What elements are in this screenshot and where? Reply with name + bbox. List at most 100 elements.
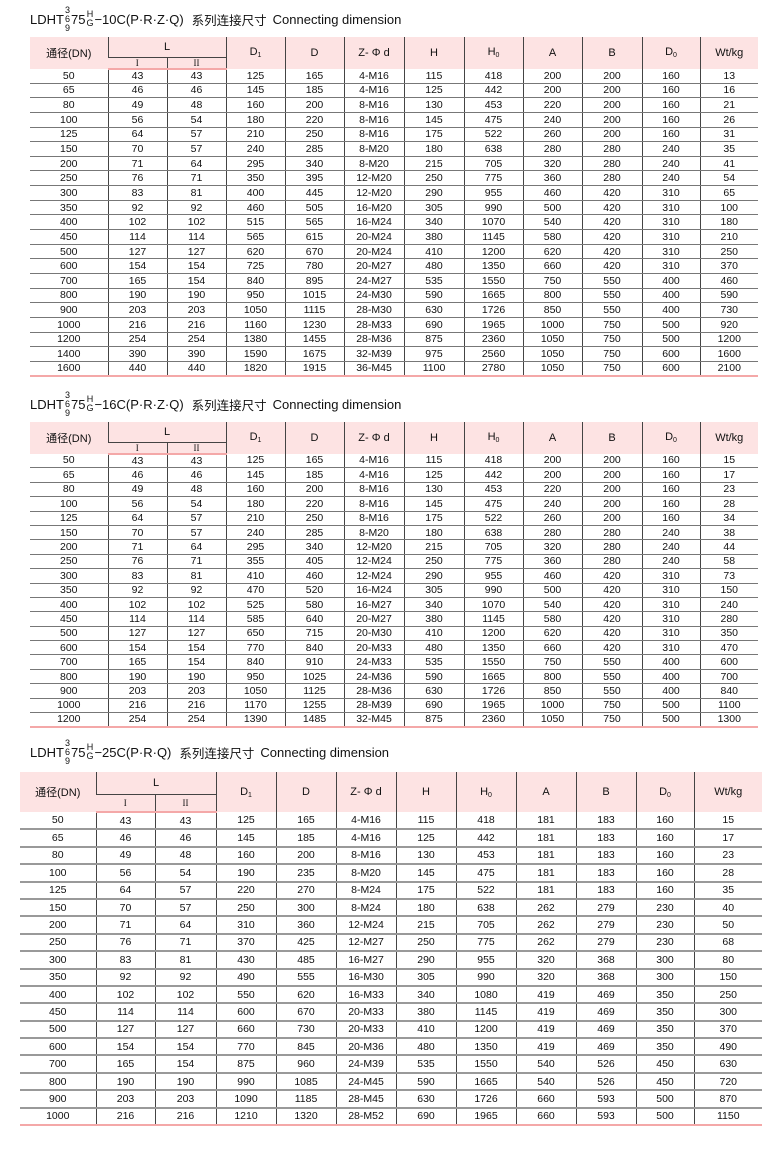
model-prefix: LDHT <box>30 11 64 27</box>
table-cell: 600 <box>30 258 108 274</box>
table-cell: 114 <box>166 611 226 627</box>
table-cell: 350 <box>635 1038 694 1057</box>
table-cell: 102 <box>107 597 167 613</box>
table-cell: 46 <box>107 467 167 483</box>
table-cell: 1726 <box>455 1090 516 1109</box>
table-cell: 114 <box>107 229 167 245</box>
table-cell: 28 <box>699 496 758 512</box>
table-cell: 590 <box>699 288 758 304</box>
table-cell: 400 <box>30 214 108 231</box>
table-cell: 8-M20 <box>343 141 404 157</box>
table-cell: 475 <box>463 112 523 128</box>
table-cell: 190 <box>107 288 167 304</box>
table-cell: 1200 <box>699 332 758 348</box>
table-cell: 469 <box>575 985 636 1005</box>
table-row: 400 102 102 550 620 16-M33 340 1080 419 469 350 250 <box>20 985 762 1005</box>
table-cell: 254 <box>107 712 167 728</box>
header-dn: 通径(DN) <box>20 772 96 812</box>
table-cell: 81 <box>154 951 216 970</box>
table-cell: 1015 <box>284 288 344 304</box>
table-cell: 70 <box>107 141 167 157</box>
table-cell: 1915 <box>284 361 344 377</box>
header-l-ii-text: II <box>182 797 189 808</box>
table-cell: 23 <box>699 482 758 498</box>
header-b: B <box>575 772 636 812</box>
table-cell: 310 <box>641 583 700 598</box>
header-d0-text: D <box>659 785 668 798</box>
table-cell: 1665 <box>463 669 523 685</box>
table-cell: 1100 <box>403 361 464 377</box>
header-l-ii: II <box>154 793 216 813</box>
table-cell: 280 <box>522 141 582 157</box>
table-row: 500 127 127 620 670 20-M24 410 1200 620 420 310 250 <box>30 244 758 260</box>
stack-number: 9 <box>64 755 70 766</box>
table-cell: 310 <box>641 244 700 260</box>
table-cell: 125 <box>403 83 464 99</box>
table-cell: 750 <box>581 346 642 362</box>
table-cell: 262 <box>515 916 576 935</box>
header-dn-text: 通径(DN) <box>46 432 92 445</box>
table-cell: 160 <box>641 127 700 143</box>
table-cell: 630 <box>403 683 464 699</box>
table-cell: 469 <box>575 1020 636 1040</box>
table-cell: 550 <box>581 302 642 318</box>
table-row: 200 71 64 310 360 12-M24 215 705 262 279 230 50 <box>20 916 762 935</box>
table-cell: 400 <box>641 273 700 289</box>
header-l-text: L <box>163 425 171 438</box>
header-a-text: A <box>542 786 550 798</box>
table-cell: 28-M36 <box>343 332 404 348</box>
table-cell: 12-M20 <box>343 539 404 555</box>
table-cell: 180 <box>403 141 464 157</box>
table-cell: 420 <box>581 597 642 613</box>
table-cell: 770 <box>225 640 285 656</box>
table-cell: 54 <box>154 864 216 883</box>
header-l: L <box>107 37 226 57</box>
table-cell: 8-M16 <box>343 496 404 512</box>
table-row: 100 56 54 190 235 8-M20 145 475 181 183 160 28 <box>20 864 762 883</box>
table-cell: 1145 <box>463 611 523 627</box>
table-cell: 700 <box>30 654 108 670</box>
header-d1-subscript: 1 <box>257 437 262 445</box>
table-cell: 1200 <box>463 626 523 642</box>
table-cell: 165 <box>284 453 344 469</box>
header-b: B <box>581 422 642 454</box>
table-cell: 165 <box>107 654 167 670</box>
table-cell: 370 <box>693 1020 762 1040</box>
table-cell: 210 <box>699 229 758 245</box>
table-cell: 705 <box>463 156 523 172</box>
table-cell: 770 <box>215 1038 276 1057</box>
table-cell: 145 <box>403 496 464 512</box>
table-cell: 181 <box>515 812 576 831</box>
table-cell: 775 <box>463 170 523 187</box>
header-d-text: D <box>310 431 319 444</box>
table-cell: 24-M27 <box>343 273 404 289</box>
table-cell: 1000 <box>30 698 108 714</box>
table-cell: 71 <box>107 156 167 172</box>
table-cell: 92 <box>107 583 167 598</box>
table-cell: 285 <box>284 525 344 541</box>
table-cell: 920 <box>699 317 758 333</box>
table-cell: 1085 <box>275 1072 336 1092</box>
table-cell: 190 <box>107 669 167 685</box>
table-cell: 100 <box>20 864 96 883</box>
table-cell: 46 <box>107 83 167 99</box>
table-cell: 960 <box>275 1055 336 1074</box>
table-cell: 593 <box>575 1107 636 1127</box>
table-cell: 380 <box>395 1003 456 1022</box>
table-cell: 81 <box>166 185 226 201</box>
table-cell: 500 <box>522 200 582 216</box>
table-cell: 290 <box>395 951 456 970</box>
table-cell: 840 <box>225 654 285 670</box>
header-weight: Wt/kg <box>699 37 758 69</box>
table-cell: 250 <box>403 554 464 570</box>
table-row: 1400 390 390 1590 1675 32-M39 975 2560 1050 750 60… <box>30 346 758 362</box>
header-a: A <box>522 422 582 454</box>
table-cell: 1160 <box>225 317 285 333</box>
table-cell: 127 <box>95 1020 155 1040</box>
table-cell: 32-M39 <box>343 346 404 362</box>
header-h0-subscript: 0 <box>495 52 500 60</box>
table-cell: 54 <box>166 112 226 128</box>
table-cell: 660 <box>522 640 582 656</box>
header-h: H <box>403 37 464 69</box>
